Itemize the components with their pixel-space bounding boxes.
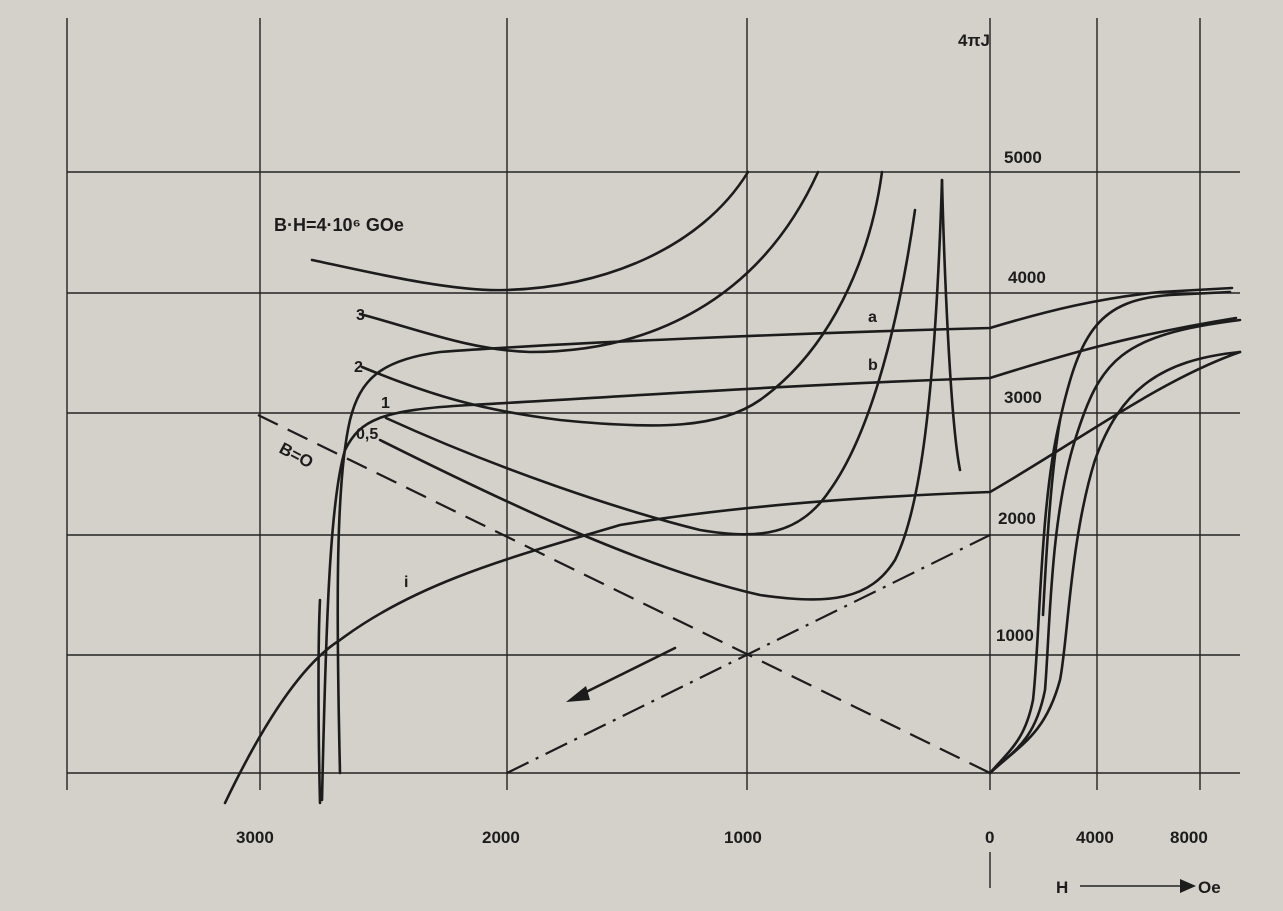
x-tick-8000: 8000 xyxy=(1170,828,1208,847)
magnetization-curve-2 xyxy=(988,318,1242,775)
y-tick-4000: 4000 xyxy=(1008,268,1046,287)
curve-label-0-5: 0,5 xyxy=(356,426,378,443)
curve-label-3: 3 xyxy=(356,307,365,324)
demagnetization-curve-b xyxy=(320,316,1238,802)
curve-label-1: 1 xyxy=(381,395,390,412)
y-tick-2000: 2000 xyxy=(998,509,1036,528)
h-axis-arrowhead xyxy=(1180,879,1196,893)
b-zero-label: B=O xyxy=(276,439,316,472)
curve-label-a: a xyxy=(868,309,877,326)
direction-arrow xyxy=(576,646,677,698)
energy-product-curve-2 xyxy=(360,170,884,427)
demagnetization-tail xyxy=(317,598,322,805)
energy-product-curve-3 xyxy=(358,170,820,354)
curve-label-i: i xyxy=(404,574,408,591)
curve-label-2: 2 xyxy=(354,359,363,376)
x-tick-0: 0 xyxy=(985,828,994,847)
x-axis-symbol: H xyxy=(1056,878,1068,897)
b-zero-line xyxy=(257,414,991,774)
direction-arrowhead xyxy=(566,686,590,702)
grid xyxy=(66,18,1240,893)
demagnetization-curve-a xyxy=(336,286,1234,775)
curve-label-b: b xyxy=(868,357,878,374)
x-tick-4000: 4000 xyxy=(1076,828,1114,847)
x-axis-unit: Oe xyxy=(1198,878,1221,897)
curves xyxy=(223,170,1242,805)
magnetization-curve-4 xyxy=(1041,418,1062,617)
magnetization-curve-3 xyxy=(988,350,1242,775)
labels: 4πJ B·H=4·10⁶ GOe B=O H Oe 3000 2000 100… xyxy=(236,31,1221,897)
energy-product-curve-0-5 xyxy=(378,178,944,601)
x-tick-1000: 1000 xyxy=(724,828,762,847)
y-tick-3000: 3000 xyxy=(1004,388,1042,407)
magnetization-curve-1 xyxy=(988,290,1232,775)
y-tick-5000: 5000 xyxy=(1004,148,1042,167)
energy-product-curve-0-5-tail xyxy=(940,178,962,472)
x-tick-2000: 2000 xyxy=(482,828,520,847)
load-line xyxy=(506,534,991,774)
y-tick-1000: 1000 xyxy=(996,626,1034,645)
x-tick-3000: 3000 xyxy=(236,828,274,847)
y-axis-label: 4πJ xyxy=(958,31,990,50)
energy-product-curve-4e6 xyxy=(310,170,750,292)
energy-product-curve-1 xyxy=(384,208,917,536)
bh-annotation: B·H=4·10⁶ GOe xyxy=(274,215,404,235)
demagnetization-curve-i xyxy=(223,350,1242,805)
